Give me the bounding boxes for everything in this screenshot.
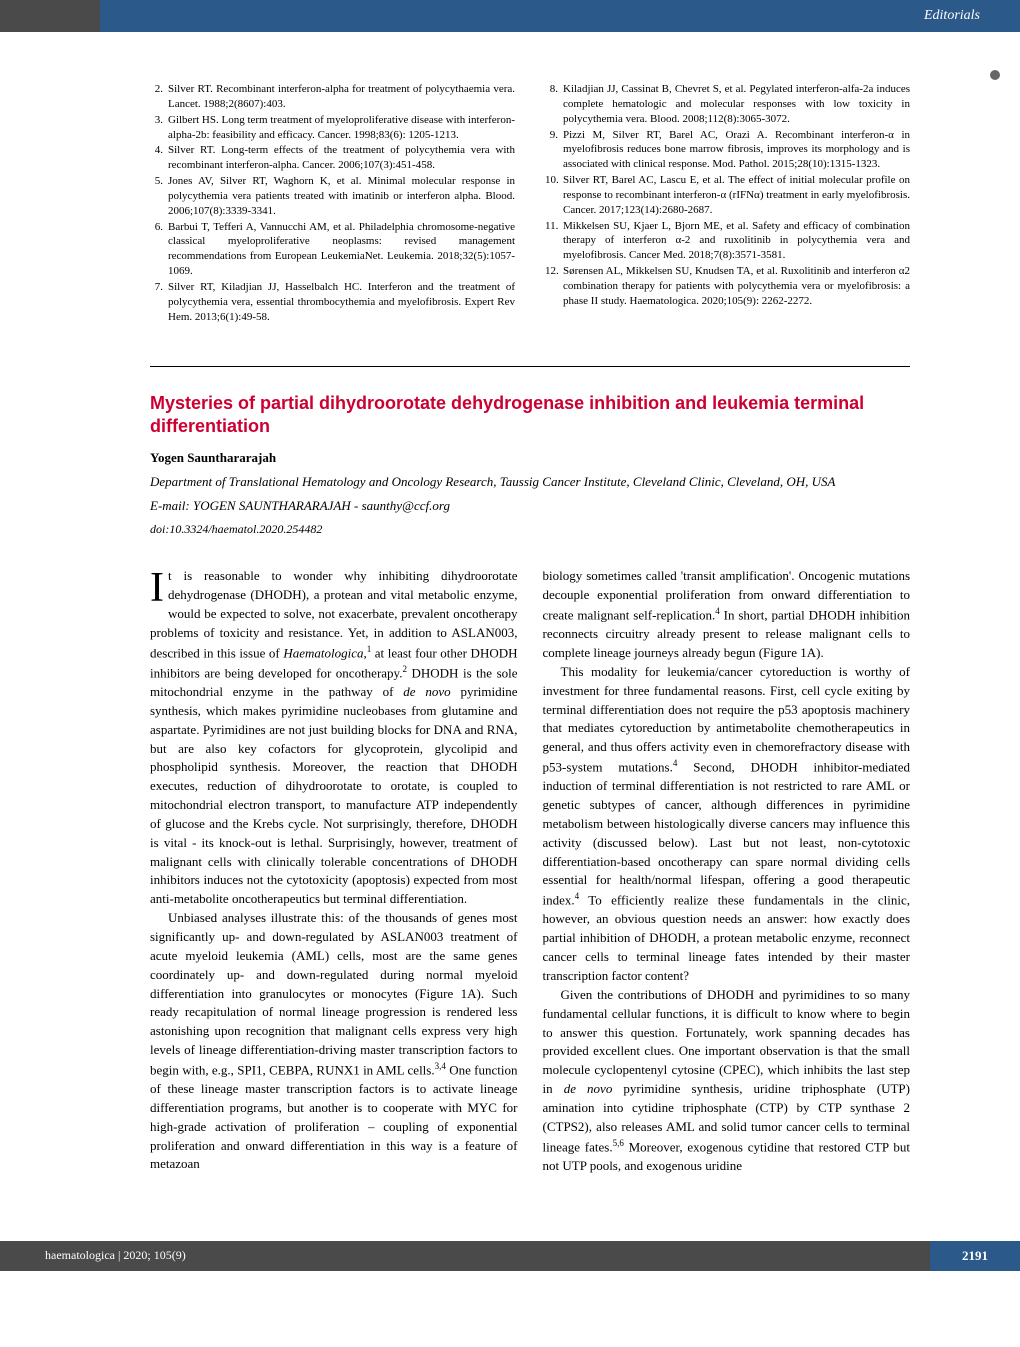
page-footer: haematologica | 2020; 105(9) 2191 (0, 1241, 1020, 1271)
reference-text: Jones AV, Silver RT, Waghorn K, et al. M… (168, 174, 515, 219)
header-bar: Editorials (0, 0, 1020, 32)
reference-number: 3. (150, 113, 168, 143)
reference-item: 12.Sørensen AL, Mikkelsen SU, Knudsen TA… (545, 264, 910, 309)
reference-text: Kiladjian JJ, Cassinat B, Chevret S, et … (563, 82, 910, 127)
article-author: Yogen Saunthararajah (150, 450, 910, 466)
reference-item: 10.Silver RT, Barel AC, Lascu E, et al. … (545, 173, 910, 218)
reference-number: 5. (150, 174, 168, 219)
footer-journal: haematologica | 2020; 105(9) (0, 1241, 930, 1271)
reference-text: Silver RT. Long-term effects of the trea… (168, 143, 515, 173)
reference-text: Silver RT. Recombinant interferon-alpha … (168, 82, 515, 112)
references-left-column: 2.Silver RT. Recombinant interferon-alph… (150, 82, 515, 326)
reference-text: Silver RT, Barel AC, Lascu E, et al. The… (563, 173, 910, 218)
body-left-column: It is reasonable to wonder why inhibitin… (150, 567, 518, 1175)
reference-number: 2. (150, 82, 168, 112)
reference-number: 4. (150, 143, 168, 173)
reference-item: 3.Gilbert HS. Long term treatment of mye… (150, 113, 515, 143)
body-right-column: biology sometimes called 'transit amplif… (543, 567, 911, 1175)
article-email: E-mail: YOGEN SAUNTHARARAJAH - saunthy@c… (150, 498, 910, 514)
body-paragraph: This modality for leukemia/cancer cytore… (543, 663, 911, 986)
article-affiliation: Department of Translational Hematology a… (150, 474, 910, 490)
section-divider (150, 366, 910, 367)
header-bar-left-block (0, 0, 100, 32)
reference-item: 9.Pizzi M, Silver RT, Barel AC, Orazi A.… (545, 128, 910, 173)
reference-number: 9. (545, 128, 563, 173)
reference-number: 10. (545, 173, 563, 218)
body-paragraph: biology sometimes called 'transit amplif… (543, 567, 911, 663)
reference-text: Sørensen AL, Mikkelsen SU, Knudsen TA, e… (563, 264, 910, 309)
body-paragraph: It is reasonable to wonder why inhibitin… (150, 567, 518, 909)
reference-item: 8.Kiladjian JJ, Cassinat B, Chevret S, e… (545, 82, 910, 127)
reference-text: Pizzi M, Silver RT, Barel AC, Orazi A. R… (563, 128, 910, 173)
footer-page-number: 2191 (930, 1241, 1020, 1271)
reference-text: Gilbert HS. Long term treatment of myelo… (168, 113, 515, 143)
reference-item: 2.Silver RT. Recombinant interferon-alph… (150, 82, 515, 112)
references-section: 2.Silver RT. Recombinant interferon-alph… (150, 82, 910, 326)
reference-number: 11. (545, 219, 563, 264)
reference-item: 5.Jones AV, Silver RT, Waghorn K, et al.… (150, 174, 515, 219)
page-content: 2.Silver RT. Recombinant interferon-alph… (0, 32, 1020, 1206)
reference-item: 4.Silver RT. Long-term effects of the tr… (150, 143, 515, 173)
reference-item: 6.Barbui T, Tefferi A, Vannucchi AM, et … (150, 220, 515, 279)
reference-number: 8. (545, 82, 563, 127)
dropcap: I (150, 567, 168, 607)
reference-text: Silver RT, Kiladjian JJ, Hasselbalch HC.… (168, 280, 515, 325)
references-right-column: 8.Kiladjian JJ, Cassinat B, Chevret S, e… (545, 82, 910, 326)
body-paragraph: Given the contributions of DHODH and pyr… (543, 986, 911, 1176)
header-label: Editorials (924, 8, 980, 24)
reference-text: Mikkelsen SU, Kjaer L, Bjorn ME, et al. … (563, 219, 910, 264)
reference-number: 12. (545, 264, 563, 309)
article-title: Mysteries of partial dihydroorotate dehy… (150, 392, 910, 439)
reference-number: 6. (150, 220, 168, 279)
reference-number: 7. (150, 280, 168, 325)
reference-text: Barbui T, Tefferi A, Vannucchi AM, et al… (168, 220, 515, 279)
body-paragraph: Unbiased analyses illustrate this: of th… (150, 909, 518, 1174)
reference-item: 7.Silver RT, Kiladjian JJ, Hasselbalch H… (150, 280, 515, 325)
reference-item: 11.Mikkelsen SU, Kjaer L, Bjorn ME, et a… (545, 219, 910, 264)
article-doi: doi:10.3324/haematol.2020.254482 (150, 522, 910, 537)
article-body: It is reasonable to wonder why inhibitin… (150, 567, 910, 1175)
header-dot (990, 70, 1000, 80)
